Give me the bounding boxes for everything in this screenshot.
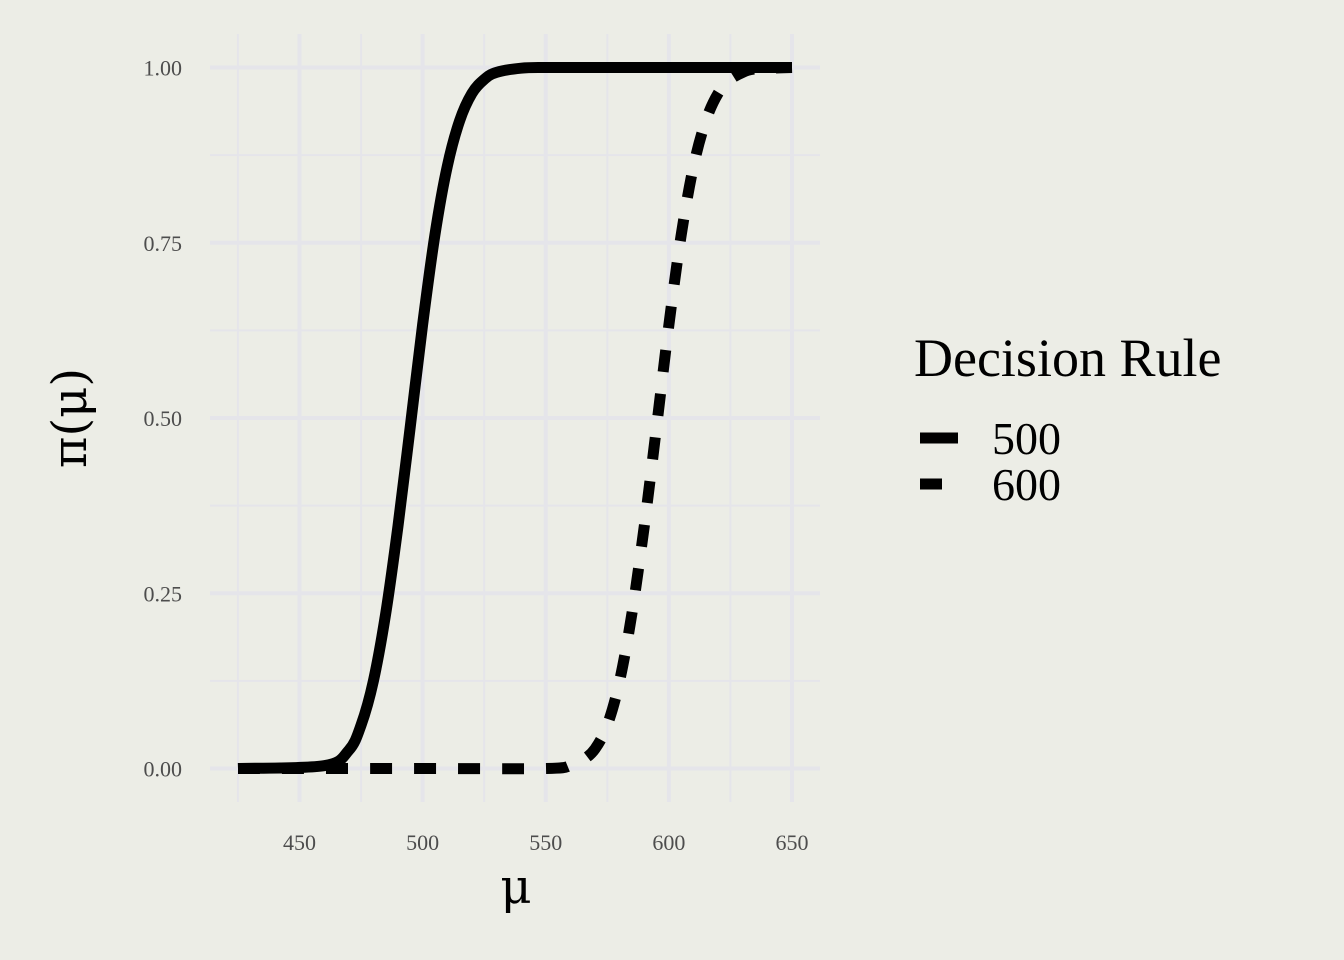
legend-label-500: 500 bbox=[992, 413, 1061, 464]
y-axis-title: π(μ) bbox=[42, 368, 98, 468]
y-tick-label: 0.00 bbox=[144, 757, 183, 782]
x-tick-label: 550 bbox=[529, 830, 562, 855]
y-tick-label: 1.00 bbox=[144, 56, 183, 81]
x-tick-label: 450 bbox=[283, 830, 316, 855]
y-tick-label: 0.75 bbox=[144, 231, 183, 256]
major-gridlines bbox=[210, 34, 820, 802]
x-tick-label: 650 bbox=[776, 830, 809, 855]
y-axis-ticks: 0.00 0.25 0.50 0.75 1.00 bbox=[144, 56, 183, 782]
legend-label-600: 600 bbox=[992, 459, 1061, 510]
legend-title: Decision Rule bbox=[914, 328, 1221, 388]
x-tick-label: 500 bbox=[406, 830, 439, 855]
series-line-600 bbox=[238, 62, 793, 775]
y-tick-label: 0.50 bbox=[144, 406, 183, 431]
x-axis-title: μ bbox=[500, 859, 531, 915]
series-lines bbox=[237, 61, 793, 775]
y-tick-label: 0.25 bbox=[144, 581, 183, 606]
series-line-500 bbox=[237, 61, 792, 774]
x-tick-label: 600 bbox=[652, 830, 685, 855]
x-axis-ticks: 450 500 550 600 650 bbox=[283, 830, 809, 855]
